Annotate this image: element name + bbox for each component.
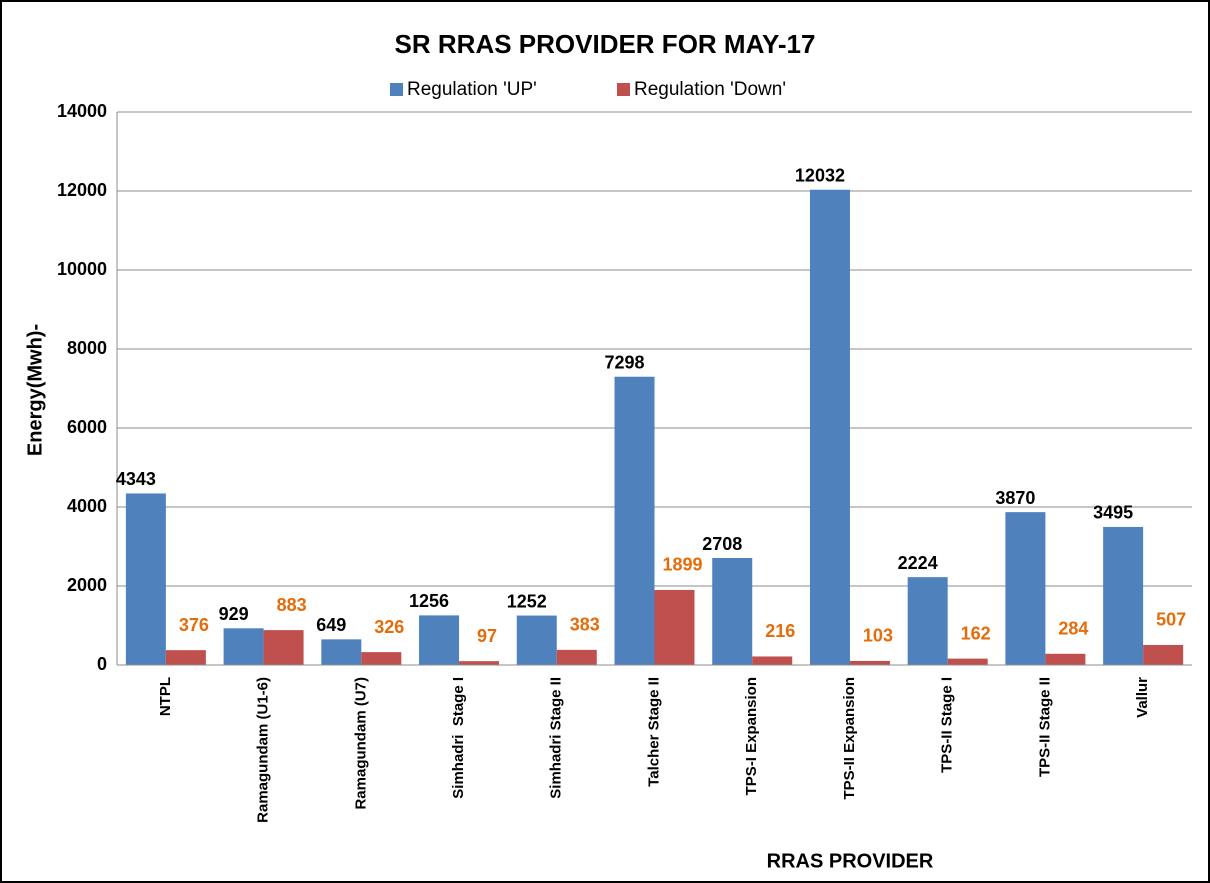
bar [947, 658, 988, 665]
data-label: 2224 [898, 553, 938, 573]
x-tick-label: Talcher Stage II [645, 677, 662, 787]
bar [516, 615, 557, 665]
bar [223, 628, 264, 665]
x-tick-label: TPS-II Stage I [939, 677, 956, 773]
data-label: 326 [374, 617, 404, 637]
data-label: 649 [316, 615, 346, 635]
y-tick-label: 14000 [57, 101, 107, 121]
data-label: 162 [961, 623, 991, 643]
y-tick-label: 12000 [57, 180, 107, 200]
bar [1005, 512, 1046, 665]
bar [712, 558, 753, 665]
bar [849, 660, 890, 665]
chart-title: SR RRAS PROVIDER FOR MAY-17 [395, 29, 816, 59]
x-tick-label: TPS-I Expansion [743, 677, 760, 795]
y-tick-label: 2000 [67, 575, 107, 595]
x-tick-label: NTPL [157, 677, 174, 716]
data-label: 883 [277, 595, 307, 615]
data-label: 383 [570, 615, 600, 635]
bar [556, 649, 597, 665]
bar [1103, 526, 1144, 665]
data-label: 1899 [662, 555, 702, 575]
data-label: 103 [863, 626, 893, 646]
y-tick-label: 0 [97, 654, 107, 674]
bar [1045, 653, 1086, 665]
x-tick-label: Simhadri Stage II [548, 677, 565, 799]
data-label: 12032 [795, 165, 845, 185]
data-label: 3495 [1093, 503, 1133, 523]
bar [361, 652, 402, 665]
data-label: 929 [219, 604, 249, 624]
data-label: 4343 [116, 469, 156, 489]
bar [654, 589, 695, 665]
data-label: 1256 [409, 591, 449, 611]
data-label: 376 [179, 615, 209, 635]
bar [614, 376, 655, 665]
data-label: 97 [477, 626, 497, 646]
y-tick-label: 4000 [67, 496, 107, 516]
legend-swatch [390, 83, 403, 96]
data-label: 1252 [507, 591, 547, 611]
bar [321, 639, 362, 665]
x-tick-label: Vallur [1134, 677, 1151, 718]
bar [263, 630, 304, 665]
legend-swatch [617, 83, 630, 96]
data-label: 7298 [604, 352, 644, 372]
y-tick-label: 8000 [67, 338, 107, 358]
y-axis-title: Energy(Mwh)- [24, 324, 46, 456]
data-label: 3870 [995, 488, 1035, 508]
data-label: 216 [765, 621, 795, 641]
legend-label: Regulation 'UP' [407, 79, 537, 100]
bar [1143, 644, 1184, 665]
x-tick-label: Ramagundam (U1-6) [255, 677, 272, 823]
y-tick-label: 10000 [57, 259, 107, 279]
x-tick-label: TPS-II Stage II [1036, 677, 1053, 777]
bar [419, 615, 460, 665]
legend-label: Regulation 'Down' [634, 79, 786, 100]
data-label: 284 [1058, 619, 1088, 639]
x-axis-title: RRAS PROVIDER [767, 850, 934, 872]
bar [907, 577, 948, 665]
x-tick-label: Simhadri Stage I [450, 677, 467, 799]
data-label: 507 [1156, 610, 1186, 630]
bar [809, 189, 850, 665]
bar [125, 493, 166, 665]
data-label: 2708 [702, 534, 742, 554]
x-tick-label: Ramagundam (U7) [352, 677, 369, 810]
bar [165, 650, 206, 665]
x-tick-label: TPS-II Expansion [841, 677, 858, 800]
y-tick-label: 6000 [67, 417, 107, 437]
bar [752, 656, 793, 665]
bar [459, 661, 500, 665]
